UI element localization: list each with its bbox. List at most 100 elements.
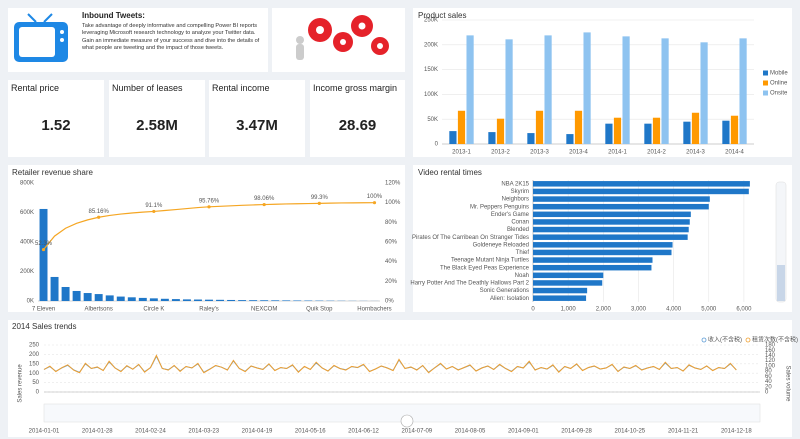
line-point xyxy=(97,215,101,219)
x-tick-label: 2014-2 xyxy=(647,150,666,156)
y-tick-label: 60% xyxy=(385,240,398,246)
y-tick-label: Goldeneye Reloaded xyxy=(473,242,529,248)
bar xyxy=(691,112,700,144)
bar xyxy=(533,211,691,218)
bar xyxy=(127,297,136,301)
x-tick-label: 2013-1 xyxy=(452,150,471,156)
bar xyxy=(533,272,604,279)
bar xyxy=(605,123,613,144)
y-tick-label: 100 xyxy=(765,363,776,369)
bar xyxy=(533,188,749,195)
bar xyxy=(533,203,709,210)
bar xyxy=(613,117,622,144)
kpi-label: Rental income xyxy=(212,83,270,93)
y-tick-label: 100 xyxy=(29,371,40,377)
data-label: 85.16% xyxy=(88,209,109,215)
kpi-card xyxy=(310,80,405,157)
legend-label: Onsite xyxy=(770,91,788,97)
bar xyxy=(466,35,474,144)
legend-label: Mobile xyxy=(770,71,788,77)
chart-title: Retailer revenue share xyxy=(12,168,93,177)
x-tick-label: 2014-11-21 xyxy=(668,429,699,435)
bar xyxy=(50,276,59,301)
data-label: 99.3% xyxy=(311,195,329,201)
bar xyxy=(205,299,213,301)
data-label: 95.76% xyxy=(199,198,220,204)
scrollbar-thumb[interactable] xyxy=(777,265,785,301)
bar xyxy=(730,115,739,144)
line-point xyxy=(317,201,321,205)
bar xyxy=(271,300,280,301)
x-tick-label: 2014-09-01 xyxy=(508,429,539,435)
tv-icon xyxy=(14,13,68,62)
bar xyxy=(644,123,652,144)
y-tick-label: 200K xyxy=(424,42,438,48)
line-point xyxy=(262,202,266,207)
legend-swatch xyxy=(763,70,768,76)
y-tick-label: 250K xyxy=(424,18,438,24)
x-tick-label: 2014-01-01 xyxy=(29,429,60,435)
legend-marker xyxy=(745,337,751,343)
y-tick-label: 0 xyxy=(435,142,439,148)
x-tick-label: Hornbachers xyxy=(357,307,391,313)
y-tick-label: Blended xyxy=(507,227,529,233)
bar xyxy=(61,286,70,301)
x-tick-label: 2014-3 xyxy=(686,150,705,156)
bar xyxy=(533,226,689,233)
bar xyxy=(149,298,158,301)
y-tick-label: 20% xyxy=(385,279,398,285)
y-tick-label: 100% xyxy=(385,200,401,206)
y-tick-label: 80% xyxy=(385,220,398,226)
y-tick-label: 180 xyxy=(765,343,776,349)
data-label: 52.3% xyxy=(35,241,53,247)
y-tick-label: 50K xyxy=(427,117,438,123)
y-tick-label: Thief xyxy=(516,250,530,256)
bar xyxy=(622,36,630,145)
y-tick-label: 40% xyxy=(385,259,398,265)
x-tick-label: 2,000 xyxy=(596,307,612,313)
bar xyxy=(160,298,169,301)
bar xyxy=(171,299,180,301)
x-tick-label: 4,000 xyxy=(666,307,682,313)
y-axis-title: Sales revenue xyxy=(18,364,24,403)
bar xyxy=(227,299,236,301)
tweets-block: Inbound Tweets: Take advantage of deeply… xyxy=(82,11,266,53)
x-tick-label: 7 Eleven xyxy=(32,307,55,313)
bar xyxy=(505,39,513,144)
y-tick-label: 100K xyxy=(424,92,438,98)
bar xyxy=(533,249,672,256)
x-tick-label: Circle K xyxy=(143,307,164,313)
y-tick-label: Noah xyxy=(515,273,529,279)
x-tick-label: 2014-4 xyxy=(725,150,744,156)
kpi-card xyxy=(8,80,104,157)
x-tick-label: 0 xyxy=(531,307,535,313)
y-tick-label: Pirates Of The Carribean On Stranger Tid… xyxy=(412,235,529,241)
y-tick-label: Neighbors xyxy=(502,197,529,203)
x-tick-label: 1,000 xyxy=(561,307,577,313)
data-label: 98.06% xyxy=(254,196,275,202)
kpi-value: 28.69 xyxy=(338,117,377,134)
kpi-card xyxy=(209,80,305,157)
bar xyxy=(94,294,103,301)
zoom-handle[interactable] xyxy=(400,414,414,428)
y-tick-label: 600K xyxy=(20,210,34,216)
kpi-value: 3.47M xyxy=(236,117,278,134)
bar xyxy=(722,120,730,144)
chart-title: 2014 Sales trends xyxy=(12,322,77,331)
y-tick-label: Mr. Peppers Penguins xyxy=(470,204,529,210)
bar xyxy=(182,299,191,301)
line-point xyxy=(41,247,46,252)
kpi-label: Income gross margin xyxy=(313,83,398,93)
bar xyxy=(533,257,653,263)
bar xyxy=(496,118,505,144)
x-tick-label: 2013-4 xyxy=(569,150,588,156)
kpi-card xyxy=(109,80,205,157)
y-tick-label: 150K xyxy=(424,67,438,73)
panel xyxy=(8,165,405,312)
bar xyxy=(72,290,81,301)
y-tick-label: 60 xyxy=(765,374,772,380)
x-tick-label: Quik Stop xyxy=(306,307,333,313)
x-tick-label: 2013-3 xyxy=(530,150,549,156)
bar xyxy=(652,117,661,144)
